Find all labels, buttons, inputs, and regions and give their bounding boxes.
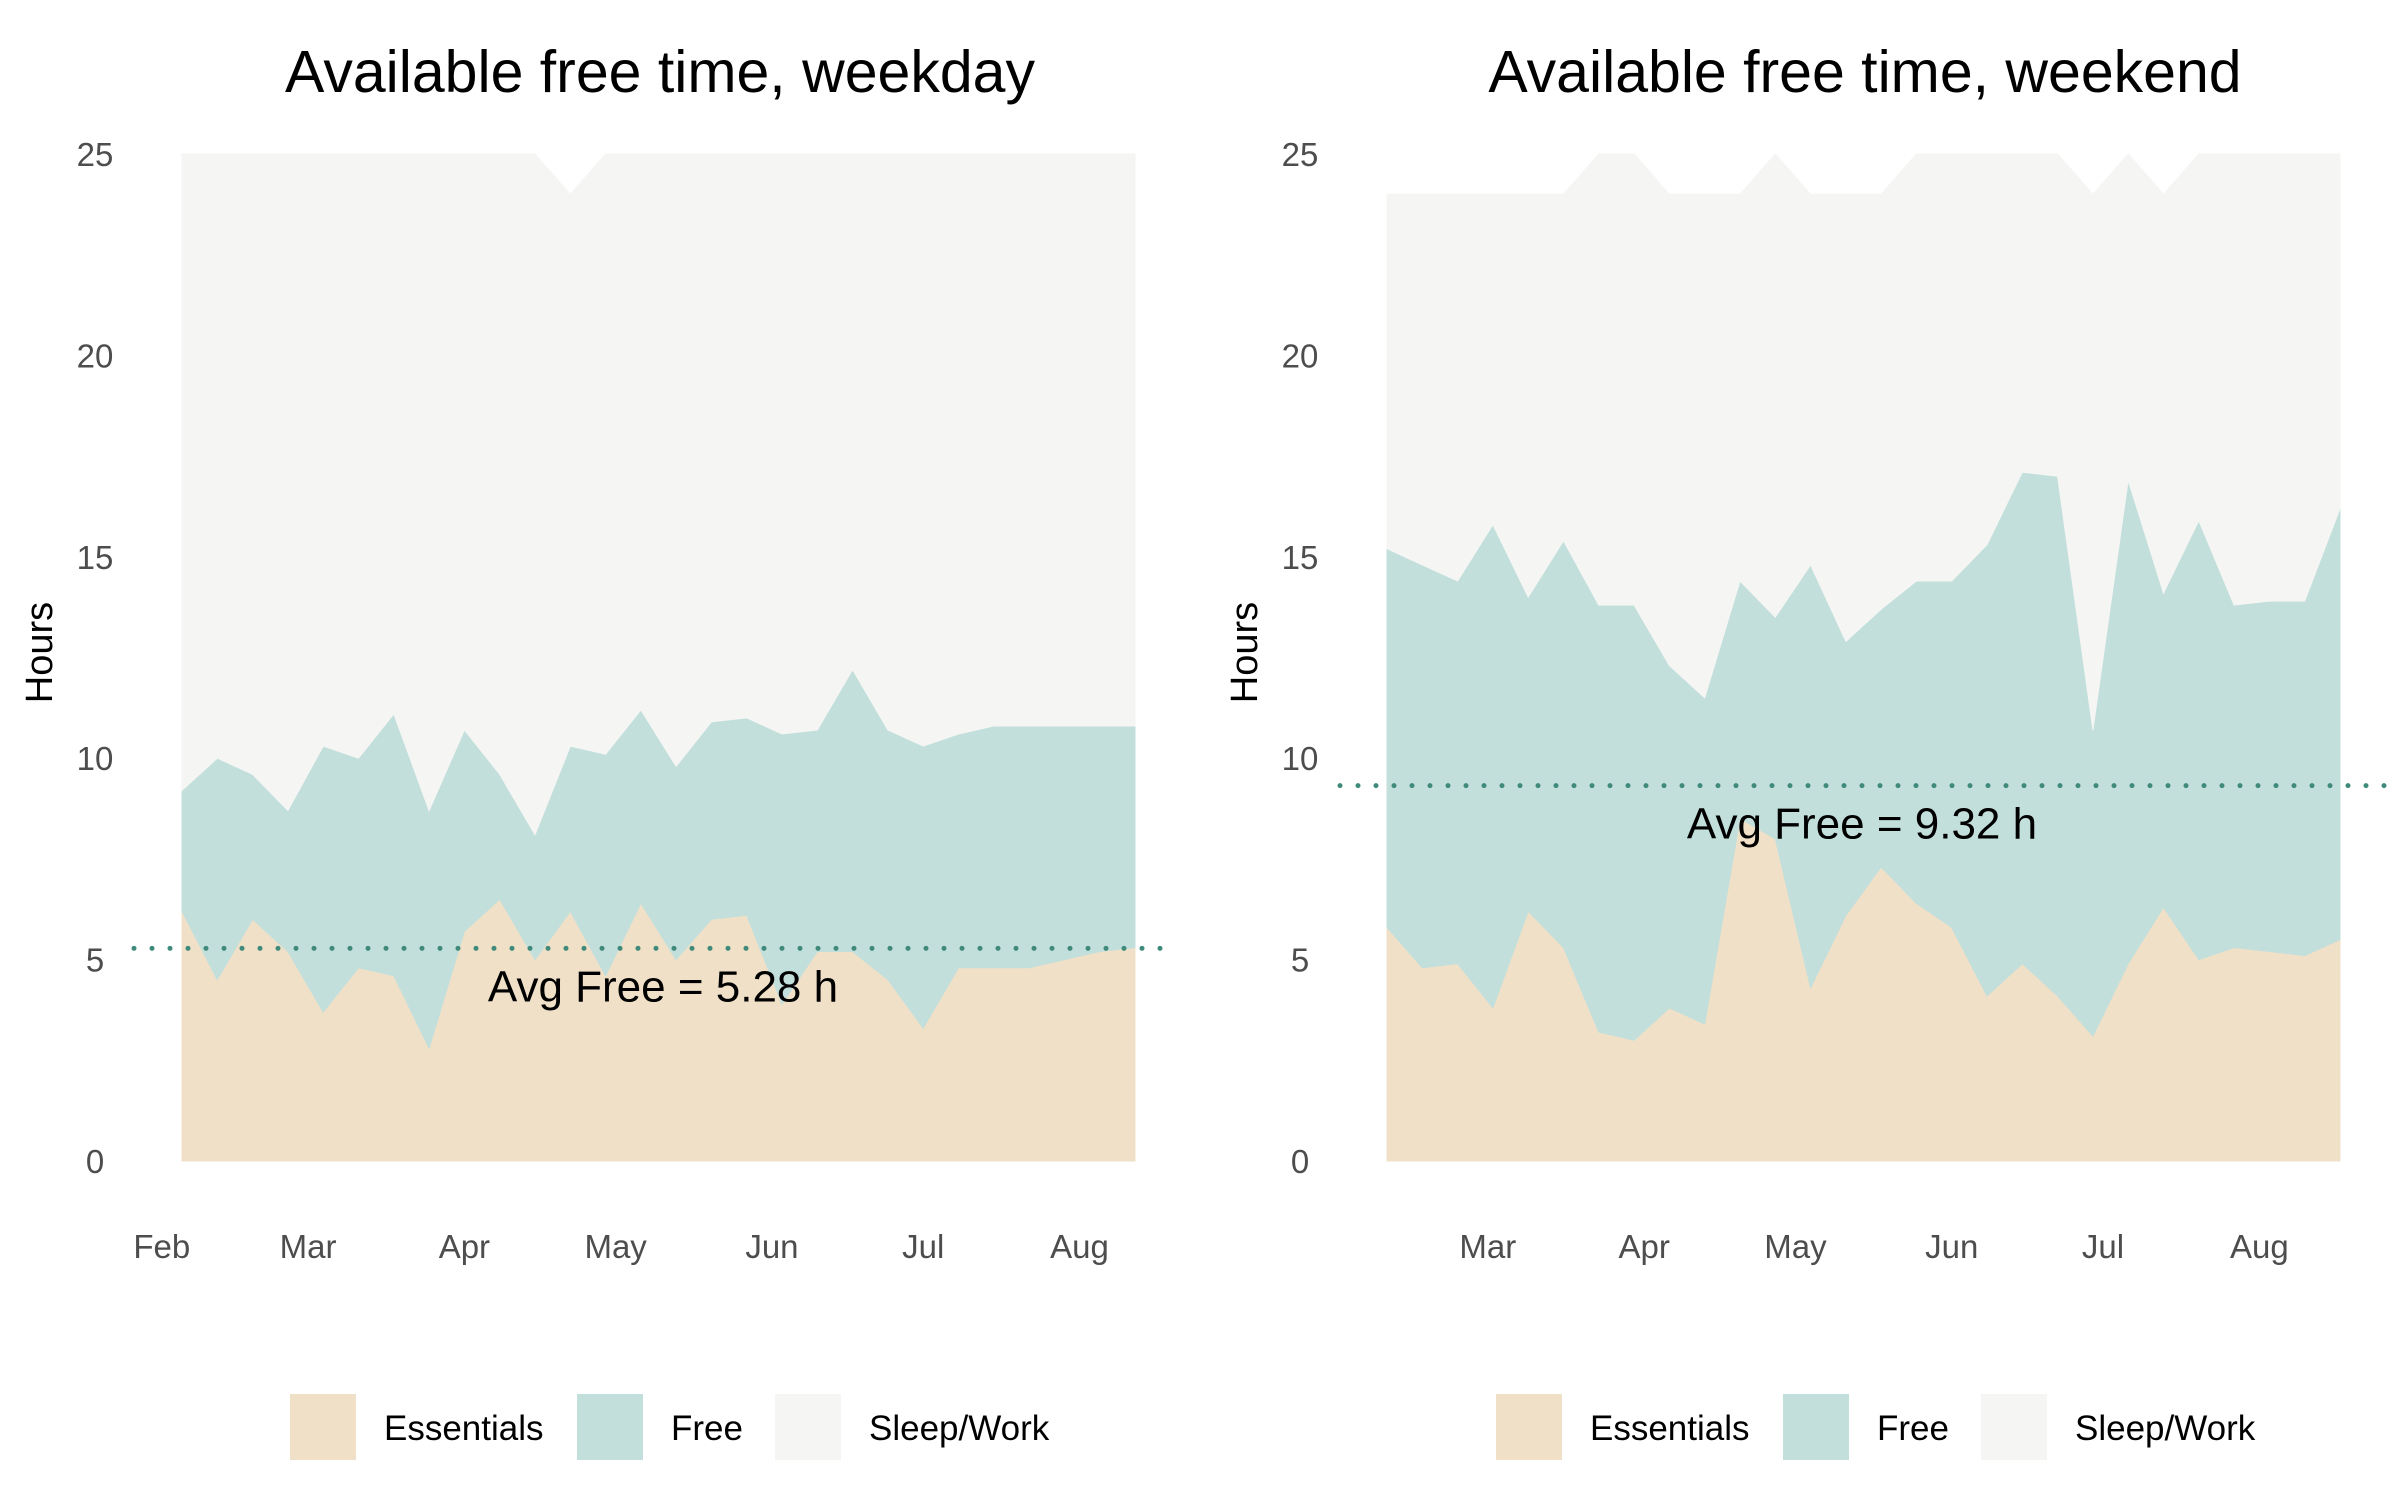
area-sleep-work bbox=[1386, 153, 2341, 731]
y-tick-label: 15 bbox=[1282, 539, 1319, 576]
y-tick-label: 25 bbox=[77, 136, 114, 173]
x-tick-label: May bbox=[1764, 1228, 1827, 1265]
legend: Essentials Free Sleep/Work bbox=[290, 1394, 1050, 1460]
x-tick-label: Aug bbox=[1050, 1228, 1109, 1265]
area-sleep-work bbox=[181, 153, 1136, 836]
legend-swatch-sleep-work bbox=[1981, 1394, 2047, 1460]
legend-swatch-free bbox=[577, 1394, 643, 1460]
y-axis-title: Hours bbox=[19, 602, 61, 703]
x-tick-label: Jun bbox=[1925, 1228, 1978, 1265]
panel-1: Available free time, weekday Hours 0 5 10 15 2… bbox=[19, 39, 1173, 1460]
legend-swatch-sleep-work bbox=[775, 1394, 841, 1460]
y-tick-label: 0 bbox=[86, 1143, 104, 1180]
avg-free-annotation: Avg Free = 9.32 h bbox=[1687, 800, 2037, 849]
x-tick-label: May bbox=[584, 1228, 647, 1265]
x-tick-label: Mar bbox=[280, 1228, 337, 1265]
x-tick-label: Jul bbox=[2082, 1228, 2124, 1265]
panel-2: Available free time, weekend Hours 0 5 10 15 2… bbox=[1224, 39, 2388, 1460]
x-tick-label: Mar bbox=[1459, 1228, 1516, 1265]
legend-label: Free bbox=[1877, 1409, 1949, 1448]
legend: Essentials Free Sleep/Work bbox=[1496, 1394, 2256, 1460]
y-axis-title: Hours bbox=[1224, 602, 1266, 703]
y-tick-label: 25 bbox=[1282, 136, 1319, 173]
y-tick-label: 10 bbox=[1282, 740, 1319, 777]
legend-label: Essentials bbox=[384, 1409, 544, 1448]
y-tick-label: 20 bbox=[77, 337, 114, 374]
y-tick-label: 20 bbox=[1282, 337, 1319, 374]
x-tick-label: Apr bbox=[1618, 1228, 1669, 1265]
y-tick-label: 10 bbox=[77, 740, 114, 777]
y-tick-label: 5 bbox=[1291, 942, 1309, 979]
y-tick-label: 5 bbox=[86, 942, 104, 979]
x-tick-label: Jul bbox=[902, 1228, 944, 1265]
y-tick-label: 15 bbox=[77, 539, 114, 576]
legend-swatch-essentials bbox=[290, 1394, 356, 1460]
legend-label: Free bbox=[671, 1409, 743, 1448]
legend-swatch-essentials bbox=[1496, 1394, 1562, 1460]
chart-title: Available free time, weekend bbox=[1488, 39, 2241, 105]
legend-label: Essentials bbox=[1590, 1409, 1750, 1448]
legend-label: Sleep/Work bbox=[2075, 1409, 2256, 1448]
legend-label: Sleep/Work bbox=[869, 1409, 1050, 1448]
avg-free-annotation: Avg Free = 5.28 h bbox=[488, 962, 838, 1011]
x-tick-label: Aug bbox=[2230, 1228, 2289, 1265]
x-tick-label: Apr bbox=[439, 1228, 490, 1265]
y-tick-label: 0 bbox=[1291, 1143, 1309, 1180]
x-tick-label: Feb bbox=[133, 1228, 190, 1265]
chart-title: Available free time, weekday bbox=[285, 39, 1035, 105]
x-tick-label: Jun bbox=[745, 1228, 798, 1265]
legend-swatch-free bbox=[1783, 1394, 1849, 1460]
